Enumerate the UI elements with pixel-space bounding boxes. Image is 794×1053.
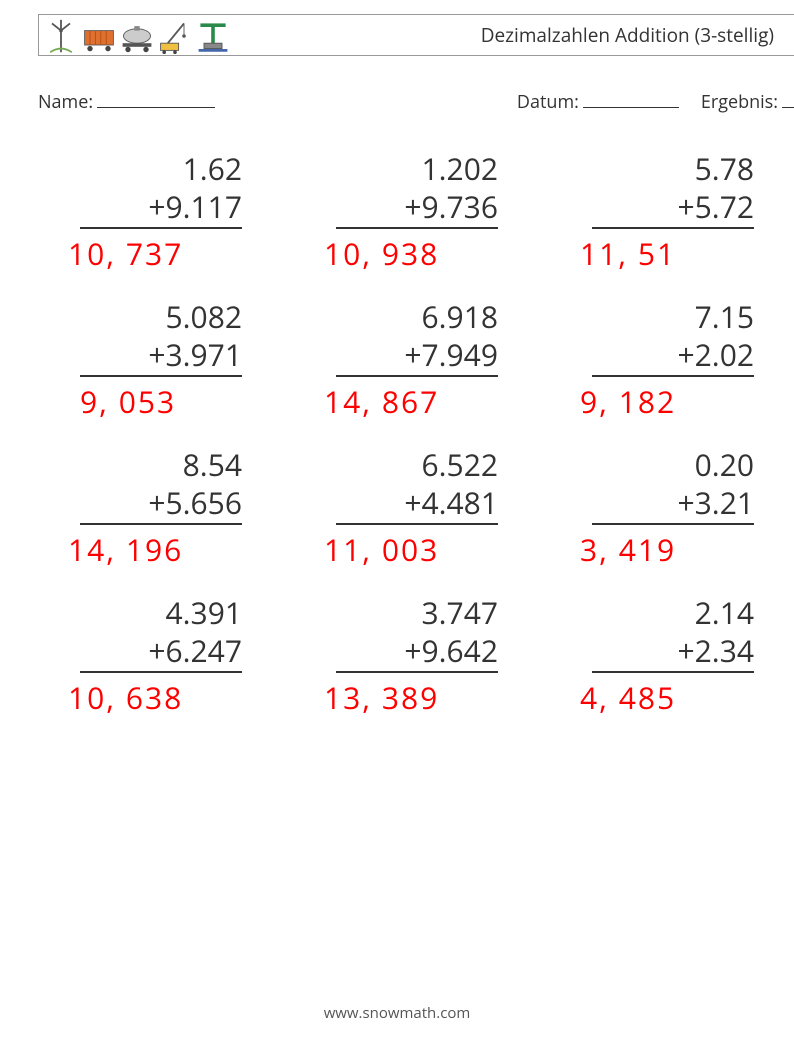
answer: 11, 51	[580, 233, 794, 274]
problem-cell: 0.20 +3.21 3, 419	[550, 428, 794, 576]
sum-rule	[80, 375, 242, 377]
date-blank[interactable]	[583, 88, 679, 108]
problem-cell: 1.62 +9.117 10, 737	[38, 132, 294, 280]
operand-b: +2.34	[592, 632, 754, 670]
operand-b: +7.949	[336, 336, 498, 374]
operand-b: +3.21	[592, 484, 754, 522]
operand-b: +9.117	[80, 188, 242, 226]
operand-b: +3.971	[80, 336, 242, 374]
problem-cell: 5.78 +5.72 11, 51	[550, 132, 794, 280]
grid-row: 5.082 +3.971 9, 053 6.918 +7.949 14, 867…	[38, 280, 794, 428]
operand-a: 6.918	[336, 298, 498, 336]
operand-a: 0.20	[592, 446, 754, 484]
sum-rule	[336, 671, 498, 673]
wind-turbine-icon	[43, 18, 79, 54]
problem-cell: 6.522 +4.481 11, 003	[294, 428, 550, 576]
operand-b: +5.656	[80, 484, 242, 522]
operand-a: 1.202	[336, 150, 498, 188]
operand-a: 1.62	[80, 150, 242, 188]
operand-a: 3.747	[336, 594, 498, 632]
operand-a: 5.082	[80, 298, 242, 336]
grid-row: 1.62 +9.117 10, 737 1.202 +9.736 10, 938…	[38, 132, 794, 280]
date-label: Datum:	[517, 90, 579, 114]
sum-rule	[336, 375, 498, 377]
problem-cell: 7.15 +2.02 9, 182	[550, 280, 794, 428]
operand-a: 5.78	[592, 150, 754, 188]
crane-icon	[157, 18, 193, 54]
grid-row: 8.54 +5.656 14, 196 6.522 +4.481 11, 003…	[38, 428, 794, 576]
meta-row: Name: Datum: Ergebnis:	[38, 88, 794, 114]
sum-rule	[592, 227, 754, 229]
result-blank[interactable]	[782, 88, 794, 108]
grid-row: 4.391 +6.247 10, 638 3.747 +9.642 13, 38…	[38, 576, 794, 724]
answer: 14, 196	[68, 529, 294, 570]
problem-cell: 3.747 +9.642 13, 389	[294, 576, 550, 724]
problem-cell: 5.082 +3.971 9, 053	[38, 280, 294, 428]
sum-rule	[592, 523, 754, 525]
sum-rule	[336, 227, 498, 229]
answer: 14, 867	[324, 381, 550, 422]
sum-rule	[80, 227, 242, 229]
header-icons	[43, 16, 231, 54]
operand-a: 2.14	[592, 594, 754, 632]
answer: 3, 419	[580, 529, 794, 570]
header-bar: Dezimalzahlen Addition (3-stellig)	[38, 14, 794, 56]
operand-b: +5.72	[592, 188, 754, 226]
answer: 10, 638	[68, 677, 294, 718]
result-label: Ergebnis:	[701, 90, 778, 114]
answer: 13, 389	[324, 677, 550, 718]
name-blank[interactable]	[97, 88, 215, 108]
operand-b: +2.02	[592, 336, 754, 374]
sum-rule	[592, 375, 754, 377]
sum-rule	[80, 671, 242, 673]
operand-b: +6.247	[80, 632, 242, 670]
answer: 10, 938	[324, 233, 550, 274]
container-wagon-icon	[81, 18, 117, 54]
footer-url: www.snowmath.com	[0, 1003, 794, 1023]
tank-wagon-icon	[119, 18, 155, 54]
drill-rig-icon	[195, 18, 231, 54]
worksheet-title: Dezimalzahlen Addition (3-stellig)	[481, 22, 782, 48]
operand-a: 6.522	[336, 446, 498, 484]
answer: 9, 182	[580, 381, 794, 422]
problems-grid: 1.62 +9.117 10, 737 1.202 +9.736 10, 938…	[38, 132, 794, 724]
problem-cell: 6.918 +7.949 14, 867	[294, 280, 550, 428]
problem-cell: 8.54 +5.656 14, 196	[38, 428, 294, 576]
operand-a: 4.391	[80, 594, 242, 632]
answer: 4, 485	[580, 677, 794, 718]
problem-cell: 2.14 +2.34 4, 485	[550, 576, 794, 724]
answer: 11, 003	[324, 529, 550, 570]
answer: 9, 053	[80, 381, 294, 422]
operand-a: 8.54	[80, 446, 242, 484]
problem-cell: 4.391 +6.247 10, 638	[38, 576, 294, 724]
sum-rule	[336, 523, 498, 525]
sum-rule	[592, 671, 754, 673]
answer: 10, 737	[68, 233, 294, 274]
name-label: Name:	[38, 90, 93, 114]
operand-b: +9.736	[336, 188, 498, 226]
operand-b: +4.481	[336, 484, 498, 522]
sum-rule	[80, 523, 242, 525]
problem-cell: 1.202 +9.736 10, 938	[294, 132, 550, 280]
operand-b: +9.642	[336, 632, 498, 670]
operand-a: 7.15	[592, 298, 754, 336]
